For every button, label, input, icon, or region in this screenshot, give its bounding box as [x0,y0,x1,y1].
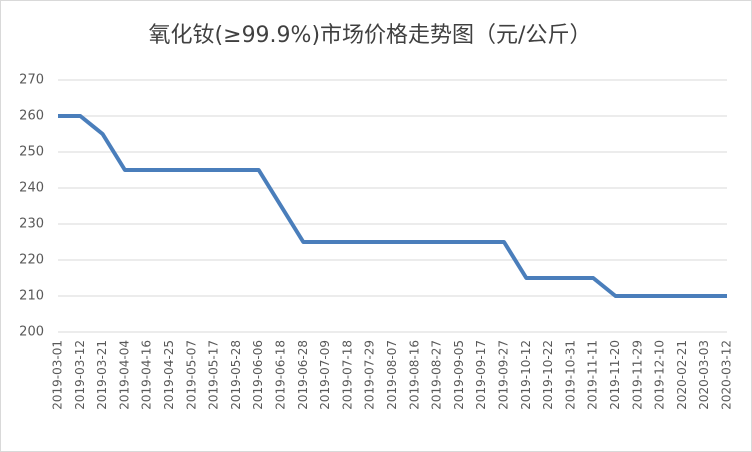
y-tick-label: 250 [19,145,44,160]
x-tick-label: 2019-03-21 [95,340,109,410]
x-tick-label: 2019-03-12 [73,340,87,410]
x-tick-label: 2019-08-27 [430,340,444,410]
y-tick-label: 270 [19,73,44,88]
x-tick-label: 2019-10-22 [541,340,555,410]
x-tick-label: 2019-09-27 [497,340,511,410]
x-tick-label: 2020-03-03 [697,340,711,410]
x-tick-label: 2019-04-16 [140,340,154,410]
x-tick-label: 2019-09-05 [452,340,466,410]
x-tick-label: 2019-05-07 [184,340,198,410]
x-tick-label: 2019-10-31 [563,340,577,410]
x-tick-label: 2019-03-01 [51,340,65,410]
y-tick-label: 210 [19,289,44,304]
x-tick-label: 2019-11-11 [586,340,600,410]
x-tick-label: 2019-11-20 [608,340,622,410]
x-tick-label: 2020-03-12 [720,340,734,410]
x-tick-label: 2019-10-12 [519,340,533,410]
x-tick-label: 2020-02-21 [675,340,689,410]
y-tick-label: 200 [19,325,44,340]
x-tick-label: 2019-07-18 [340,340,354,410]
x-tick-label: 2019-08-07 [385,340,399,410]
chart-title: 氧化钕(≥99.9%)市场价格走势图（元/公斤） [149,23,592,48]
x-tick-label: 2019-04-25 [162,340,176,410]
x-tick-label: 2019-06-18 [274,340,288,410]
y-tick-label: 240 [19,181,44,196]
x-tick-label: 2019-06-06 [251,340,265,410]
line [58,114,727,298]
y-tick-label: 260 [19,109,44,124]
x-tick-label: 2019-06-28 [296,340,310,410]
x-tick-label: 2019-05-28 [229,340,243,410]
y-tick-label: 230 [19,217,44,232]
x-tick-label: 2019-12-10 [653,340,667,410]
x-tick-label: 2019-08-16 [407,340,421,410]
x-tick-label: 2019-04-04 [117,340,131,410]
x-tick-label: 2019-07-09 [318,340,332,410]
x-tick-label: 2019-07-29 [363,340,377,410]
x-tick-label: 2019-11-29 [630,340,644,410]
x-tick-label: 2019-09-17 [474,340,488,410]
y-tick-label: 220 [19,253,44,268]
x-tick-label: 2019-05-17 [207,340,221,410]
